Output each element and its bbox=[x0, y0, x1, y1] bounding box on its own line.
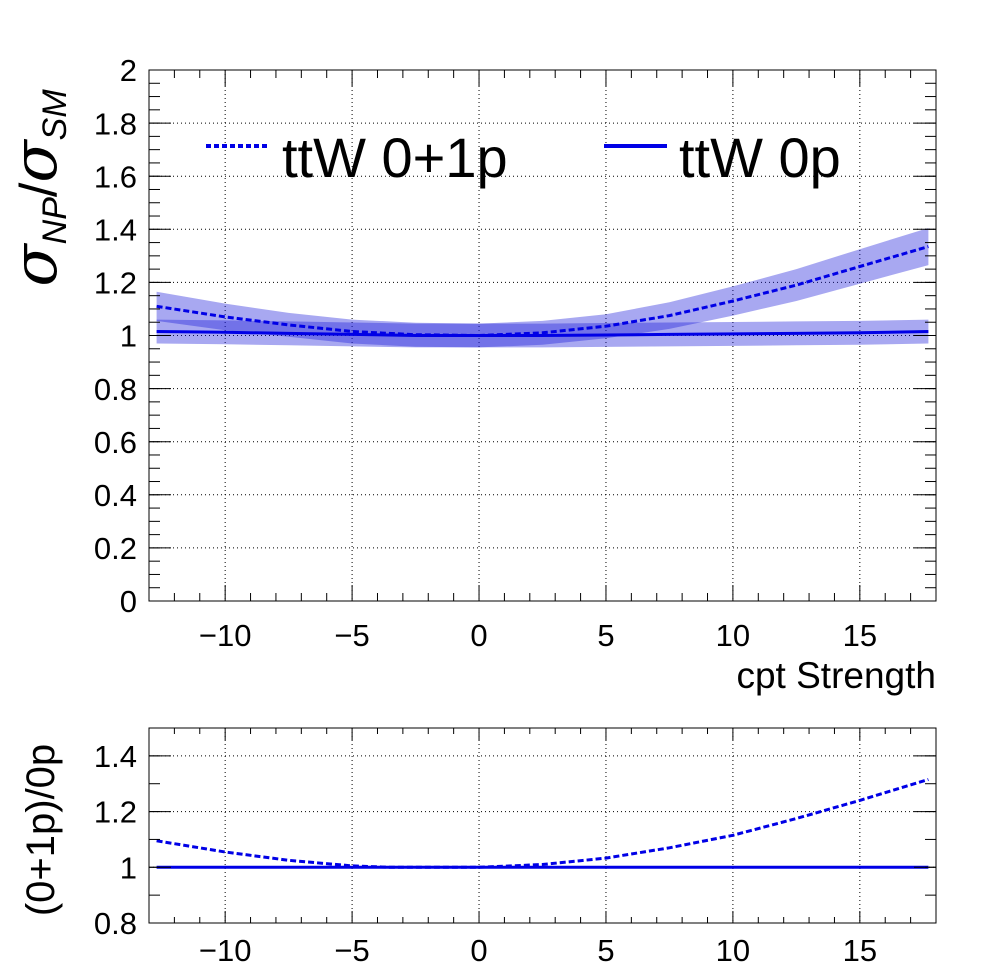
y-tick-label: 0 bbox=[120, 584, 137, 619]
ratio-plot-ticks bbox=[148, 727, 937, 924]
y-tick-label: 1.4 bbox=[94, 739, 137, 774]
y-tick-label: 0.8 bbox=[94, 372, 137, 407]
legend: ttW 0+1p ttW 0p bbox=[206, 126, 841, 189]
y-tick-label: 1 bbox=[120, 850, 137, 885]
x-tick-label: 10 bbox=[716, 933, 750, 968]
main-plot-uncertainty-bands bbox=[156, 228, 929, 348]
x-tick-label: 0 bbox=[470, 618, 487, 653]
x-tick-label: 10 bbox=[716, 618, 750, 653]
y-tick-label: 2 bbox=[120, 53, 137, 88]
y-tick-label: 1.8 bbox=[94, 106, 137, 141]
main-plot-panel: −10 −5 0 5 10 15 00.20.40.60.811.21.41.61.82 … bbox=[0, 53, 937, 696]
solid-series-line bbox=[156, 330, 929, 337]
uncertainty-band-series-0 bbox=[156, 228, 929, 348]
y-tick-label: 1.6 bbox=[94, 159, 137, 194]
x-tick-label: −5 bbox=[334, 618, 369, 653]
ratio-plot-y-tick-labels: 0.8 1 1.2 1.4 bbox=[94, 739, 137, 941]
y-tick-label: 1 bbox=[120, 319, 137, 354]
ratio-plot-grid bbox=[149, 728, 936, 923]
ratio-plot-series-lines bbox=[156, 778, 929, 869]
legend-label-ttw-0p: ttW 0p bbox=[679, 126, 841, 189]
main-plot-x-tick-labels: −10 −5 0 5 10 15 bbox=[199, 618, 877, 653]
ratio-y-axis-title: (0+1p)/0p bbox=[19, 744, 63, 916]
x-tick-label: −5 bbox=[334, 933, 369, 968]
legend-label-ttw-0-1p: ttW 0+1p bbox=[282, 126, 508, 189]
y-tick-label: 0.8 bbox=[94, 906, 137, 941]
ratio-plot-x-tick-labels: −10 −5 0 5 10 15 bbox=[199, 933, 877, 968]
dashed-series-line bbox=[156, 245, 929, 338]
y-axis-title: σNP/σSM bbox=[0, 89, 74, 287]
y-tick-label: 1.2 bbox=[94, 795, 137, 830]
ratio-plot-panel: −10 −5 0 5 10 15 0.8 1 1.2 1.4 (0+1p)/0p bbox=[19, 727, 937, 968]
main-plot-ticks bbox=[148, 69, 937, 602]
x-tick-label: 0 bbox=[470, 933, 487, 968]
y-tick-label: 1.4 bbox=[94, 212, 137, 247]
x-tick-label: −10 bbox=[199, 618, 252, 653]
y-tick-label: 0.2 bbox=[94, 531, 137, 566]
x-tick-label: −10 bbox=[199, 933, 252, 968]
x-tick-label: 15 bbox=[843, 933, 877, 968]
x-tick-label: 5 bbox=[597, 618, 614, 653]
y-tick-label: 0.6 bbox=[94, 425, 137, 460]
main-plot-series-lines bbox=[156, 245, 929, 338]
main-plot-grid bbox=[149, 70, 936, 601]
dashed-series-line bbox=[156, 778, 929, 869]
y-tick-label: 0.4 bbox=[94, 478, 137, 513]
x-tick-label: 15 bbox=[843, 618, 877, 653]
x-tick-label: 5 bbox=[597, 933, 614, 968]
x-axis-title: cpt Strength bbox=[736, 655, 936, 696]
y-tick-label: 1.2 bbox=[94, 266, 137, 301]
ratio-plot-frame bbox=[148, 727, 937, 924]
main-plot-y-tick-labels: 0 0.2 0.4 0.6 0.8 1 1.2 1.4 1.6 1.8 2 bbox=[94, 53, 137, 619]
